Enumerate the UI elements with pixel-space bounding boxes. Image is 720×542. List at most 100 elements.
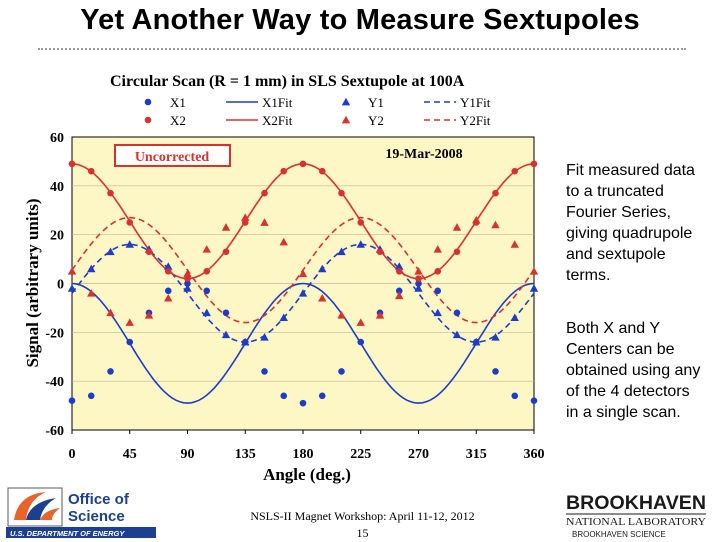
point-y2 xyxy=(106,308,115,317)
uncorrected-stamp: Uncorrected xyxy=(135,150,210,165)
point-x2 xyxy=(453,248,461,256)
doe-logo-subtitle: U.S. DEPARTMENT OF ENERGY xyxy=(10,529,125,538)
point-x1 xyxy=(338,368,345,375)
x-tick-label: 270 xyxy=(408,447,429,462)
point-y1 xyxy=(125,240,134,248)
x-tick-label: 360 xyxy=(524,447,545,462)
point-y2 xyxy=(241,213,250,221)
point-x2 xyxy=(68,160,76,168)
point-x2 xyxy=(299,160,307,168)
bnl-logo-main: BROOKHAVEN xyxy=(566,493,706,514)
point-x2 xyxy=(261,189,268,197)
y-tick-label: -20 xyxy=(45,326,64,341)
point-x1 xyxy=(395,287,403,295)
legend-label-y2fit: Y2Fit xyxy=(460,113,491,128)
point-y2 xyxy=(472,215,481,224)
point-x2 xyxy=(280,167,288,175)
x-tick-label: 225 xyxy=(350,447,371,462)
point-y2 xyxy=(125,318,134,326)
point-y1 xyxy=(87,264,96,273)
doe-logo-line1: Office of xyxy=(68,491,130,508)
gridlines xyxy=(72,185,534,382)
point-y2 xyxy=(529,267,539,275)
point-x2 xyxy=(222,248,230,256)
slide-title: Yet Another Way to Measure Sextupoles xyxy=(80,4,640,36)
point-x1 xyxy=(511,392,519,400)
y-tick-label: -60 xyxy=(45,424,64,439)
point-x1 xyxy=(299,399,307,407)
legend-label-x1fit: X1Fit xyxy=(262,95,293,110)
point-y2 xyxy=(298,269,308,278)
legend-marker-y2 xyxy=(341,115,351,124)
y-axis-label: Signal (arbitrary units) xyxy=(23,198,42,367)
point-y2 xyxy=(260,218,269,226)
centers-description-note: Both X and Y Centers can be obtained usi… xyxy=(566,318,706,423)
point-x1 xyxy=(164,287,172,295)
point-x2 xyxy=(357,219,365,226)
point-x2 xyxy=(492,189,499,197)
point-x1 xyxy=(184,280,191,287)
point-x1 xyxy=(530,397,538,405)
legend-label-y2: Y2 xyxy=(368,113,384,128)
point-y2 xyxy=(375,311,385,319)
point-y1 xyxy=(106,247,115,256)
point-y1 xyxy=(414,284,423,292)
legend-label-y1: Y1 xyxy=(368,95,384,110)
point-y2 xyxy=(395,291,404,300)
point-x2 xyxy=(395,267,403,275)
point-x1 xyxy=(126,338,134,346)
point-x2 xyxy=(434,267,442,275)
point-y1 xyxy=(337,247,346,256)
point-x2 xyxy=(145,248,153,256)
point-x1 xyxy=(434,287,442,295)
point-x2 xyxy=(87,167,95,175)
x-tick-label: 135 xyxy=(235,447,256,462)
point-x2 xyxy=(511,167,519,175)
point-y1 xyxy=(510,313,519,322)
point-x1 xyxy=(261,368,268,375)
legend-marker-x2 xyxy=(144,116,152,124)
point-x2 xyxy=(376,248,384,256)
point-x2 xyxy=(318,167,326,175)
x-tick-label: 315 xyxy=(466,447,487,462)
fit-line-x1fit xyxy=(71,282,535,404)
point-y2 xyxy=(202,245,211,253)
point-x2 xyxy=(338,189,345,197)
point-y1 xyxy=(164,262,173,270)
x-axis-ticks: 0 45 90 135 180 225 270 315 360 xyxy=(69,430,545,462)
point-x1 xyxy=(492,368,499,375)
footer-page-number: 15 xyxy=(356,526,369,540)
point-y2 xyxy=(164,293,173,302)
brookhaven-logo: BROOKHAVEN NATIONAL LABORATORY BROOKHAVE… xyxy=(566,493,706,539)
footer: NSLS-II Magnet Workshop: April 11-12, 20… xyxy=(230,508,495,542)
bnl-logo-small: BROOKHAVEN SCIENCE xyxy=(572,530,666,539)
point-y1 xyxy=(395,262,404,270)
point-y2 xyxy=(318,293,327,302)
point-x1 xyxy=(222,309,230,317)
point-x2 xyxy=(415,275,422,282)
point-x1 xyxy=(68,397,76,405)
point-y1 xyxy=(202,308,211,317)
chart-legend: X1 X1Fit Y1 Y1Fit X2 X2Fit Y2 Y2Fit xyxy=(144,95,491,128)
point-x1 xyxy=(280,392,288,400)
legend-label-x2: X2 xyxy=(170,113,186,128)
legend-label-y1fit: Y1Fit xyxy=(460,95,491,110)
x-tick-label: 180 xyxy=(293,447,314,462)
point-y2 xyxy=(452,223,462,231)
y-tick-label: 20 xyxy=(50,229,64,244)
doe-office-of-science-logo: Office of Science U.S. DEPARTMENT OF ENE… xyxy=(6,487,156,538)
point-y1 xyxy=(356,240,365,248)
point-y2 xyxy=(87,289,96,297)
point-y1 xyxy=(318,264,327,273)
point-x2 xyxy=(107,189,114,197)
point-x2 xyxy=(164,267,172,275)
x-axis-label: Angle (deg.) xyxy=(263,465,351,484)
doe-swirl-icon xyxy=(7,487,63,527)
fit-description-note: Fit measured data to a truncated Fourier… xyxy=(566,160,706,286)
point-x1 xyxy=(318,392,326,400)
point-y1 xyxy=(491,333,500,341)
point-y2 xyxy=(414,267,423,275)
point-y1 xyxy=(67,284,77,292)
uncorrected-stamp-box xyxy=(114,144,231,167)
y-tick-label: 60 xyxy=(50,131,64,146)
